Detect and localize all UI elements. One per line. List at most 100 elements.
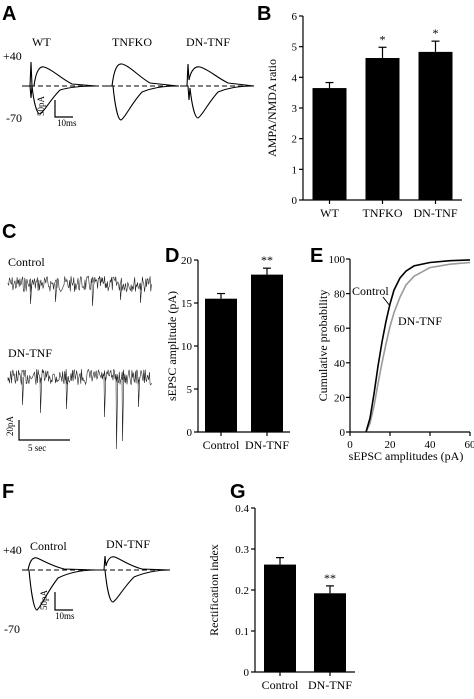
chart-d-y-tick-label: 15	[181, 298, 193, 310]
chart-d-y-tick-label: 0	[187, 427, 193, 439]
chart-d-y-tick-label: 10	[181, 341, 193, 353]
noise-c-control-event	[91, 283, 95, 307]
scale-bar-c-x-label: 5 sec	[28, 443, 46, 453]
noise-c-control-event	[54, 283, 58, 303]
trace-c-dntnf	[7, 368, 152, 450]
chart-e-ylabel: Cumulative probability	[316, 290, 330, 402]
chart-b-y-tick-label: 0	[292, 195, 298, 207]
chart-e-x-tick-label: 0	[347, 439, 353, 451]
chart-b-x-tick-label: DN-TNF	[414, 206, 458, 220]
noise-c-dntnf-event	[65, 376, 69, 410]
panel-letter-b: B	[257, 3, 271, 25]
noise-c-control-event	[29, 283, 33, 305]
chart-e: Cumulative probability sEPSC amplitudes …	[316, 254, 474, 463]
chart-b-y-tick-label: 6	[292, 11, 298, 23]
scale-bar-a-y-label: 50pA	[36, 96, 46, 117]
chart-b-x-tick-label: WT	[320, 206, 339, 220]
noise-c-dntnf-event	[21, 376, 25, 406]
chart-b-bar	[365, 58, 400, 200]
chart-b-y-tick-label: 4	[292, 72, 298, 84]
chart-d-y-tick-label: 5	[187, 384, 193, 396]
panel-letter-f: F	[2, 481, 14, 503]
chart-e-y-tick-label: 80	[334, 289, 346, 301]
chart-b-significance: *	[380, 32, 386, 46]
noise-c-dntnf-event	[103, 376, 107, 418]
chart-e-y-tick-label: 100	[329, 254, 346, 266]
chart-b: AMPA/NMDA ratio 0 1 2 3 4 5 6 WT * TNFKO * DN-TNF	[265, 11, 462, 220]
chart-e-series-control	[365, 259, 471, 433]
trace-label-f-control: Control	[30, 539, 67, 553]
noise-c-dntnf-event	[121, 376, 125, 442]
chart-d-bar	[205, 298, 237, 432]
panel-letter-e: E	[310, 245, 323, 267]
chart-d-ylabel: sEPSC amplitude (pA)	[165, 291, 179, 401]
chart-d: sEPSC amplitude (pA) 0 5 10 15 20 Control ** DN…	[165, 253, 290, 452]
panel-letter-d: D	[165, 245, 179, 267]
chart-b-y-tick-label: 1	[292, 164, 298, 176]
chart-e-x-tick-label: 20	[385, 439, 397, 451]
chart-g-ylabel: Rectification index	[207, 544, 221, 636]
chart-e-y-tick-label: 40	[334, 358, 346, 370]
chart-g-x-tick-label: DN-TNF	[308, 678, 352, 692]
scale-bar-c: 20pA 5 sec	[5, 416, 70, 453]
chart-e-x-tick-label: 40	[425, 439, 437, 451]
chart-g-y-tick-label: 0	[244, 667, 250, 679]
chart-g-y-tick-label: 0.1	[235, 626, 249, 638]
holding-potential-positive: +40	[3, 49, 22, 63]
panel-letter-c: C	[2, 221, 16, 243]
chart-d-y-tick-label: 20	[181, 255, 193, 267]
chart-b-ylabel: AMPA/NMDA ratio	[265, 59, 279, 157]
chart-b-x-tick-label: TNFKO	[362, 206, 402, 220]
trace-wt	[22, 61, 97, 115]
chart-e-label-pointer	[382, 296, 391, 307]
chart-e-y-tick-label: 60	[334, 323, 346, 335]
trace-dntnf	[180, 63, 255, 119]
chart-d-bar	[251, 274, 283, 432]
scale-bar-a: 50pA 10ms	[36, 96, 77, 129]
holding-potential-f-negative: -70	[4, 622, 20, 636]
chart-b-y-tick-label: 5	[292, 42, 298, 54]
noise-c-control-noise	[7, 275, 152, 293]
chart-b-y-tick-label: 3	[292, 103, 298, 115]
noise-c-control-event	[139, 283, 143, 304]
trace-label-f-dntnf: DN-TNF	[106, 537, 150, 551]
trace-label-tnfko: TNFKO	[112, 35, 152, 49]
chart-g-y-tick-label: 0.3	[235, 544, 249, 556]
trace-c-control	[7, 275, 152, 307]
holding-potential-negative: -70	[6, 111, 22, 125]
chart-e-series-label-control: Control	[352, 284, 389, 298]
chart-d-significance: **	[261, 253, 273, 267]
noise-c-control-event	[119, 283, 123, 301]
chart-b-bar	[312, 88, 347, 200]
chart-d-x-tick-label: DN-TNF	[245, 438, 289, 452]
chart-e-y-tick-label: 20	[334, 392, 346, 404]
chart-g-y-tick-label: 0.4	[235, 503, 249, 515]
noise-c-dntnf-noise	[7, 368, 152, 386]
scale-bar-f-x-label: 10ms	[55, 611, 75, 621]
noise-c-dntnf-event	[39, 376, 43, 414]
scale-bar-c-y-label: 20pA	[5, 416, 15, 437]
trace-label-c-control: Control	[8, 255, 45, 269]
chart-e-y-tick-label: 0	[340, 427, 346, 439]
trace-label-dntnf: DN-TNF	[186, 35, 230, 49]
chart-b-bar	[418, 51, 453, 200]
holding-potential-f-positive: +40	[3, 543, 22, 557]
chart-d-x-tick-label: Control	[203, 438, 240, 452]
noise-c-dntnf-event	[137, 376, 141, 408]
trace-label-wt: WT	[32, 35, 51, 49]
panel-letter-g: G	[230, 481, 246, 503]
chart-g: Rectification index 0 0.1 0.2 0.3 0.4 Control…	[207, 503, 355, 692]
chart-e-x-tick-label: 60	[465, 439, 474, 451]
chart-g-x-tick-label: Control	[262, 678, 299, 692]
trace-tnfko	[104, 63, 179, 121]
trace-f-control	[22, 557, 97, 611]
trace-label-c-dntnf: DN-TNF	[8, 346, 52, 360]
scale-bar-a-x-label: 10ms	[57, 118, 77, 128]
chart-g-bar	[314, 593, 346, 672]
scale-bar-f-y-label: 50pA	[39, 590, 49, 611]
scale-bar-f: 50pA 10ms	[39, 590, 75, 622]
trace-f-dntnf	[98, 555, 171, 603]
chart-g-bar	[264, 564, 296, 672]
noise-c-dntnf-event	[115, 376, 119, 450]
